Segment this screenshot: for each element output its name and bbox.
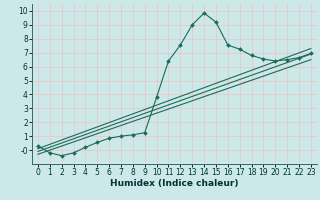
X-axis label: Humidex (Indice chaleur): Humidex (Indice chaleur) (110, 179, 239, 188)
